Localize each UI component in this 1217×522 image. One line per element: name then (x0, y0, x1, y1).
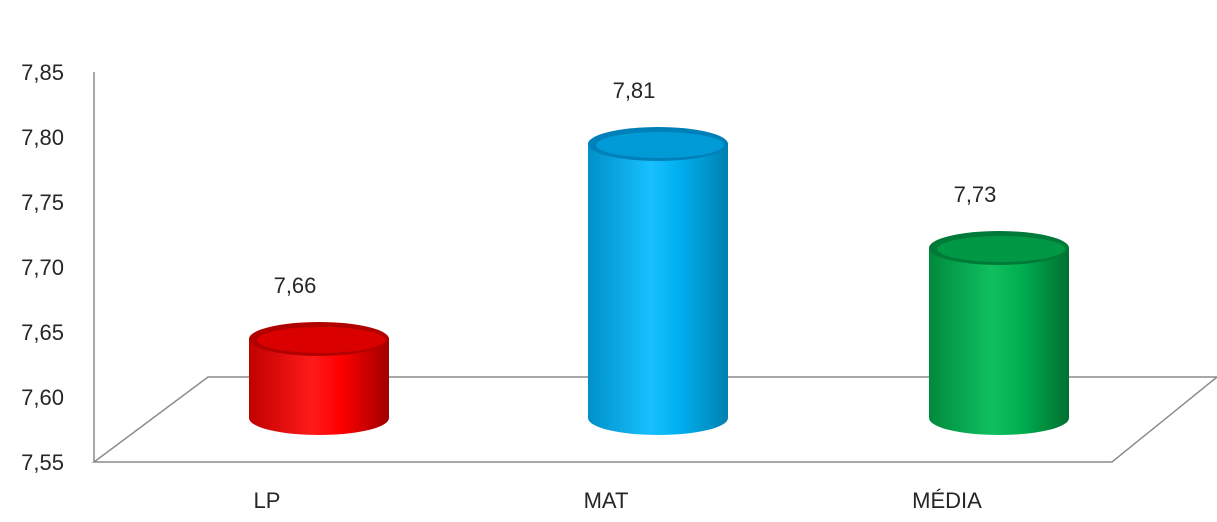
y-tick-label: 7,65 (21, 320, 64, 345)
x-axis-labels: LP MAT MÉDIA (254, 488, 983, 513)
data-label: 7,66 (274, 273, 317, 298)
data-label: 7,81 (613, 78, 656, 103)
y-tick-label: 7,70 (21, 255, 64, 280)
x-category-label: MAT (584, 488, 629, 513)
y-tick-label: 7,55 (21, 450, 64, 475)
y-axis-ticks: 7,55 7,60 7,65 7,70 7,75 7,80 7,85 (21, 60, 64, 475)
bar-body (929, 248, 1069, 435)
bar-body (588, 144, 728, 435)
bars: 7,66 7,81 7,73 (249, 78, 1069, 435)
y-tick-label: 7,80 (21, 125, 64, 150)
x-category-label: MÉDIA (912, 488, 982, 513)
y-tick-label: 7,85 (21, 60, 64, 85)
bar-body (249, 339, 389, 435)
bar-lp: 7,66 (249, 273, 389, 435)
bar-mat: 7,81 (588, 78, 728, 435)
y-tick-label: 7,75 (21, 190, 64, 215)
x-category-label: LP (254, 488, 281, 513)
y-tick-label: 7,60 (21, 385, 64, 410)
data-label: 7,73 (954, 182, 997, 207)
bar-mdia: 7,73 (929, 182, 1069, 435)
